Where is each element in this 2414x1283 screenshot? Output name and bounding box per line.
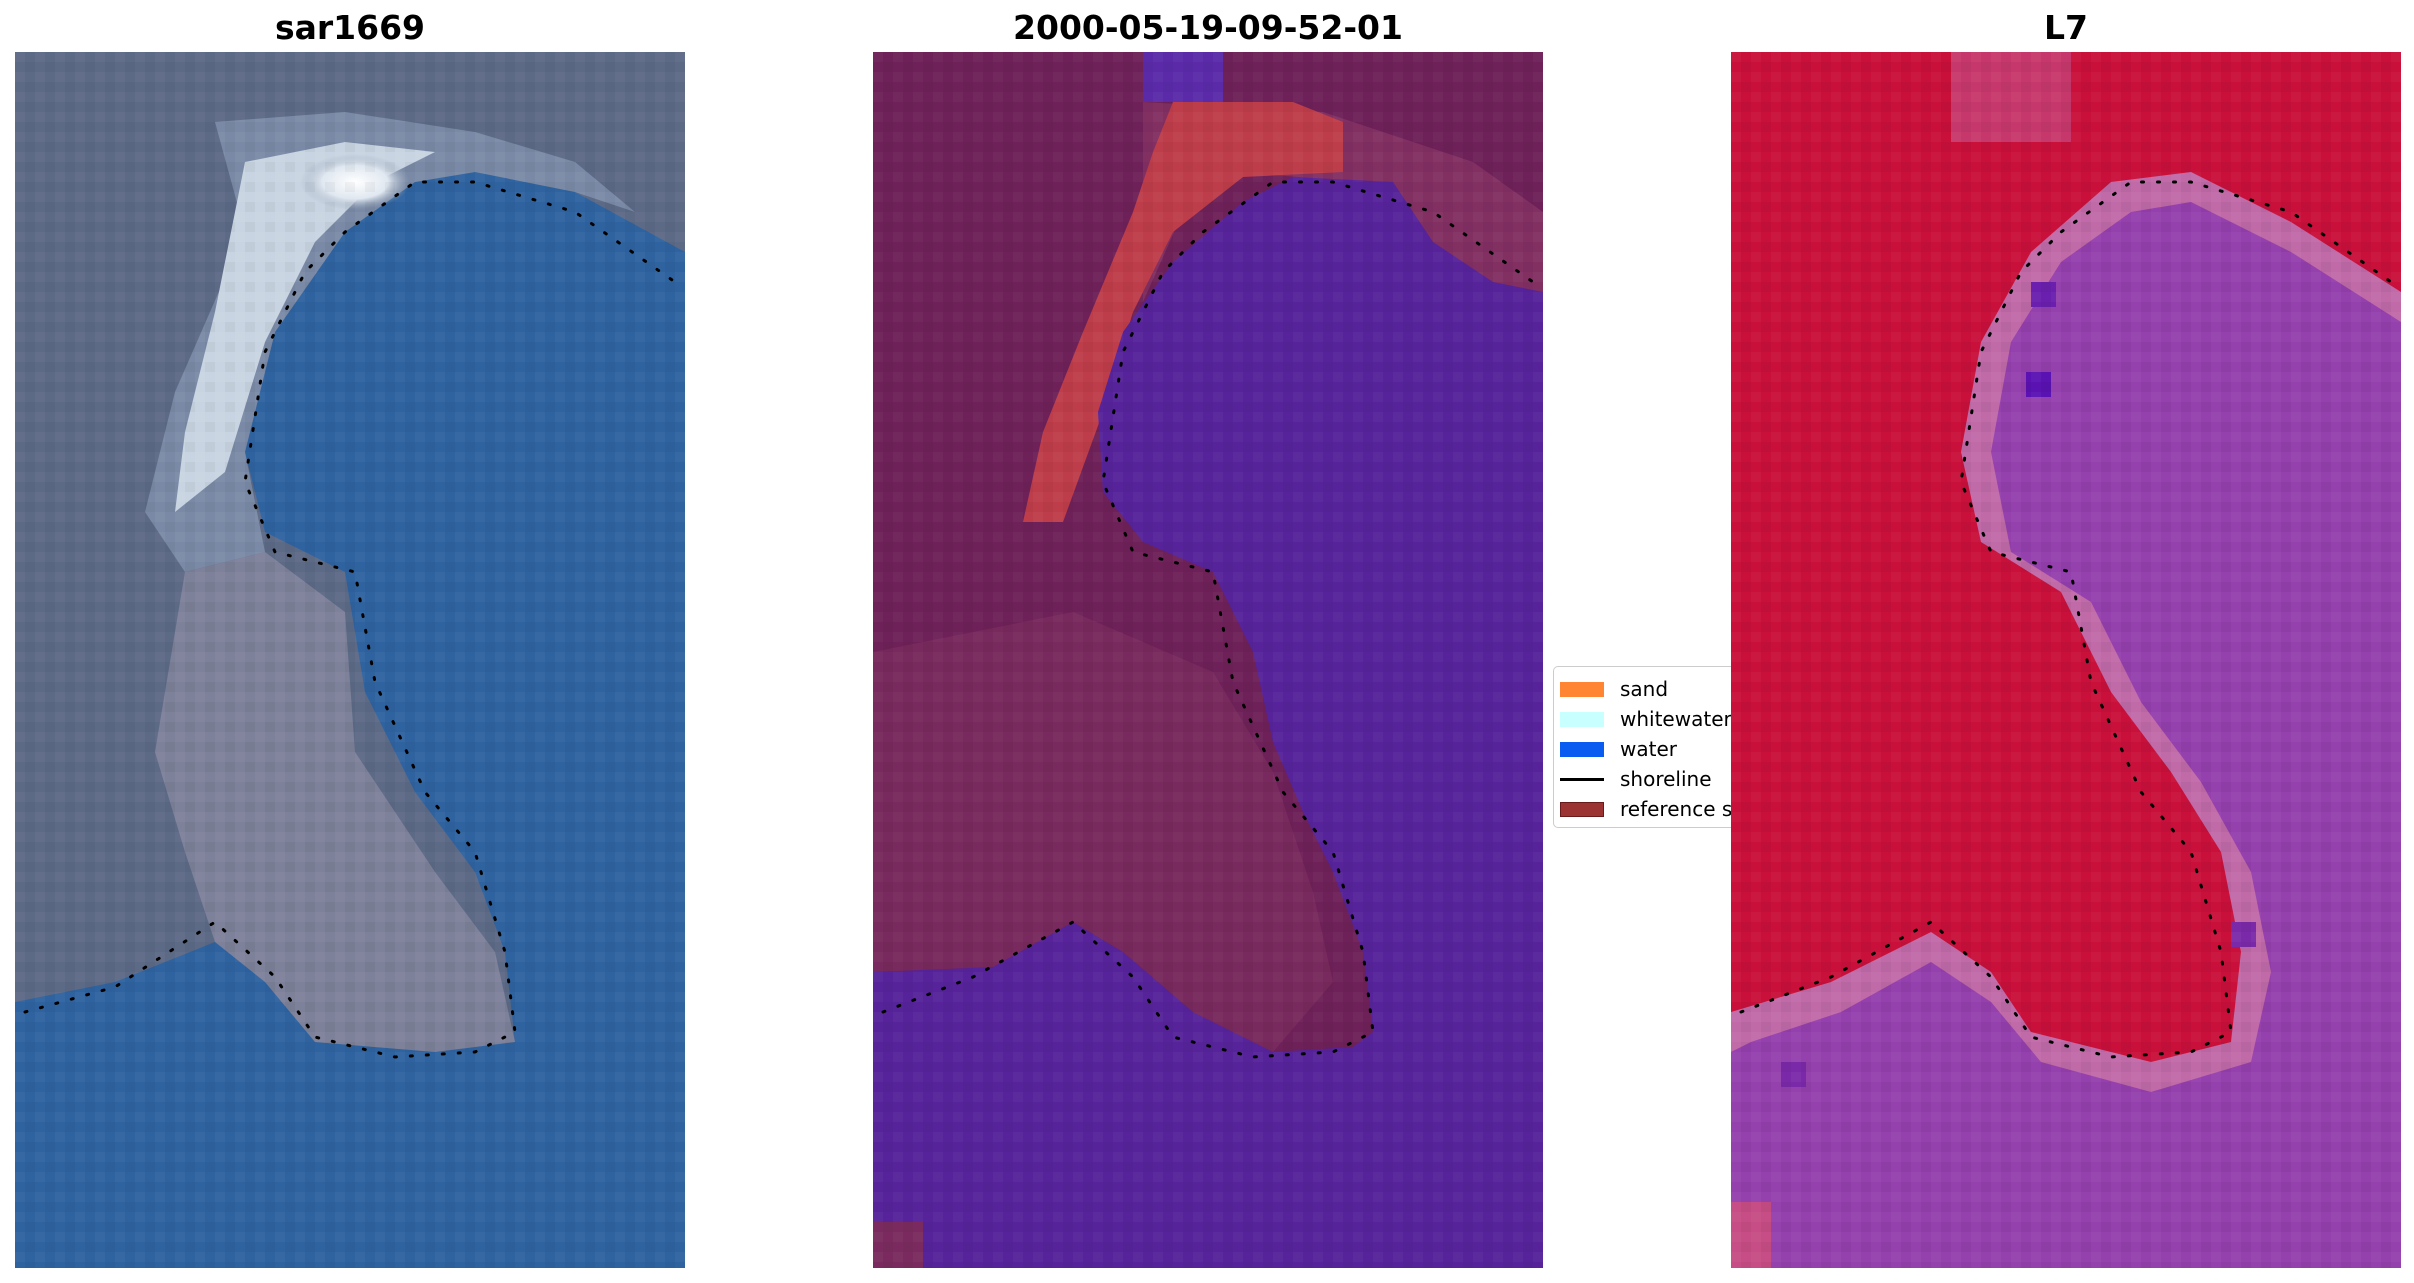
- shoreline-dots: [23, 180, 677, 1059]
- sand-swatch: [1560, 682, 1604, 697]
- legend: sand whitewater water shoreline referenc…: [1553, 666, 1731, 828]
- reference-buffer-swatch: [1560, 802, 1604, 817]
- pixel-texture: [1731, 52, 2401, 1268]
- legend-label: sand: [1620, 677, 1669, 701]
- panel-title-mndwi: L7: [2044, 8, 2088, 47]
- water-swatch: [1560, 742, 1604, 757]
- legend-item-reference-buffer: reference shoreline buffer: [1560, 793, 1731, 823]
- legend-label: water: [1620, 737, 1677, 761]
- shoreline-dots: [881, 180, 1535, 1059]
- rgb-image-svg: [15, 52, 685, 1268]
- legend-item-shoreline: shoreline: [1560, 763, 1731, 793]
- panel-title-rgb: sar1669: [274, 8, 426, 47]
- classified-image-svg: [873, 52, 1543, 1268]
- shoreline-line-icon: [1560, 778, 1604, 781]
- shoreline-dots: [1739, 180, 2393, 1059]
- rgb-satellite-image: [15, 52, 685, 1268]
- legend-label: shoreline: [1620, 767, 1712, 791]
- pixel-texture: [15, 52, 685, 1268]
- legend-item-sand: sand: [1560, 673, 1731, 703]
- pixel-texture: [873, 52, 1543, 1268]
- legend-label: reference shoreline buffer: [1620, 797, 1731, 821]
- legend-label: whitewater: [1620, 707, 1731, 731]
- mndwi-image-svg: [1731, 52, 2401, 1268]
- mndwi-image: [1731, 52, 2401, 1268]
- panel-title-classified: 2000-05-19-09-52-01: [1013, 8, 1403, 47]
- legend-item-water: water: [1560, 733, 1731, 763]
- classified-image-overlay: [873, 52, 1543, 1268]
- whitewater-swatch: [1560, 712, 1604, 727]
- legend-item-whitewater: whitewater: [1560, 703, 1731, 733]
